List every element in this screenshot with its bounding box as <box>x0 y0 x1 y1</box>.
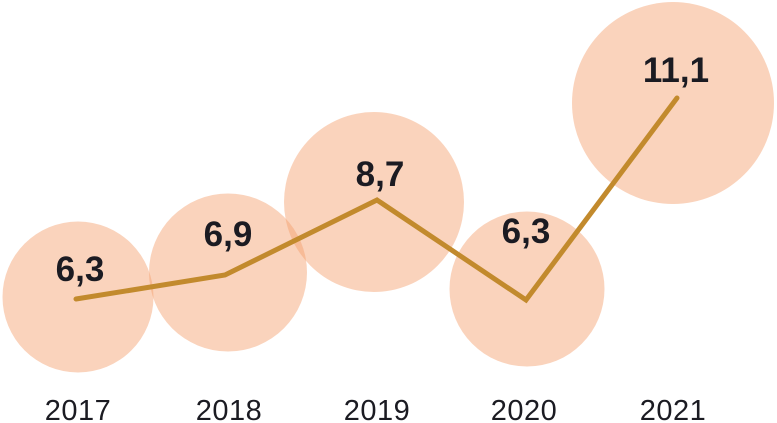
trend-line <box>73 95 680 304</box>
year-label-2020: 2020 <box>491 395 558 423</box>
value-label-2020: 6,3 <box>502 212 551 251</box>
year-label-2019: 2019 <box>344 395 411 423</box>
value-label-2019: 8,7 <box>356 155 405 194</box>
value-label-2017: 6,3 <box>56 250 105 289</box>
year-label-2021: 2021 <box>640 395 707 423</box>
value-label-2021: 11,1 <box>643 51 709 90</box>
year-label-2017: 2017 <box>45 395 112 423</box>
year-label-2018: 2018 <box>196 395 263 423</box>
value-label-2018: 6,9 <box>204 215 253 254</box>
